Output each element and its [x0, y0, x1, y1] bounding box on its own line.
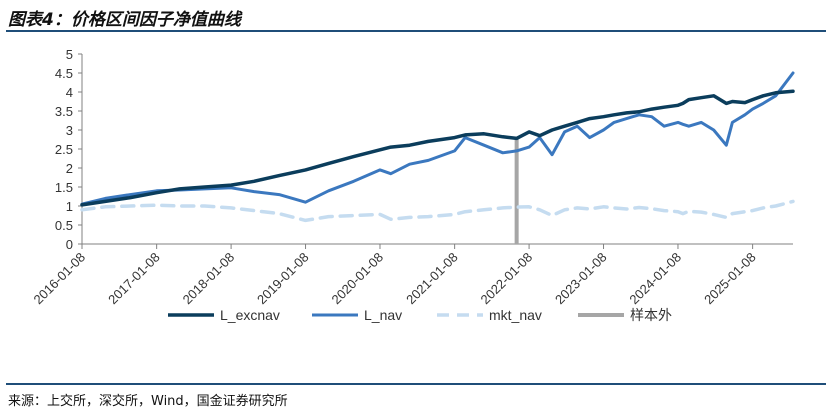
y-tick-label: 1.5 — [55, 180, 73, 195]
y-tick-label: 3 — [66, 123, 73, 138]
y-tick-label: 2.5 — [55, 142, 73, 157]
series-line-l-nav — [80, 71, 795, 206]
y-tick-label: 5 — [66, 47, 73, 62]
legend-label-sample: 样本外 — [630, 307, 672, 323]
x-tick-label: 2018-01-08 — [180, 250, 238, 308]
title-bar: 图表4：价格区间因子净值曲线 — [6, 2, 826, 32]
plot-area — [80, 71, 795, 244]
line-chart: 0 0.5 1 1.5 2 2.5 3 3.5 4 4.5 5 2016-01-08 2017-01-… — [30, 47, 795, 323]
x-tick-label: 2020-01-08 — [328, 250, 386, 308]
y-tick-label: 4.5 — [55, 66, 73, 81]
y-tick-label: 1 — [66, 199, 73, 214]
y-axis: 0 0.5 1 1.5 2 2.5 3 3.5 4 4.5 5 — [55, 47, 83, 252]
y-tick-label: 4 — [66, 85, 73, 100]
x-tick-label: 2016-01-08 — [30, 250, 88, 308]
legend-label-l-nav: L_nav — [364, 307, 402, 323]
footer-divider — [6, 383, 826, 385]
x-tick-label: 2019-01-08 — [254, 250, 312, 308]
y-tick-label: 0 — [66, 237, 73, 252]
legend-label-mkt-nav: mkt_nav — [489, 307, 542, 323]
legend: L_excnav L_nav mkt_nav 样本外 — [168, 307, 672, 323]
series-line-l-excnav — [80, 89, 795, 207]
x-tick-label: 2023-01-08 — [552, 250, 610, 308]
y-tick-label: 0.5 — [55, 218, 73, 233]
x-tick-label: 2017-01-08 — [105, 250, 163, 308]
title-divider — [6, 30, 826, 32]
y-tick-label: 2 — [66, 161, 73, 176]
y-tick-label: 3.5 — [55, 104, 73, 119]
source-note: 来源：上交所，深交所，Wind，国金证券研究所 — [8, 394, 288, 409]
chart-title: 图表4：价格区间因子净值曲线 — [8, 10, 241, 30]
x-tick-label: 2022-01-08 — [478, 250, 536, 308]
x-tick-label: 2025-01-08 — [701, 250, 759, 308]
x-axis: 2016-01-08 2017-01-08 2018-01-08 2019-01-08… — [30, 243, 793, 308]
x-tick-label: 2021-01-08 — [403, 250, 461, 308]
x-tick-label: 2024-01-08 — [626, 250, 684, 308]
legend-label-l-excnav: L_excnav — [220, 307, 280, 323]
series-line-mkt-nav — [80, 199, 795, 223]
